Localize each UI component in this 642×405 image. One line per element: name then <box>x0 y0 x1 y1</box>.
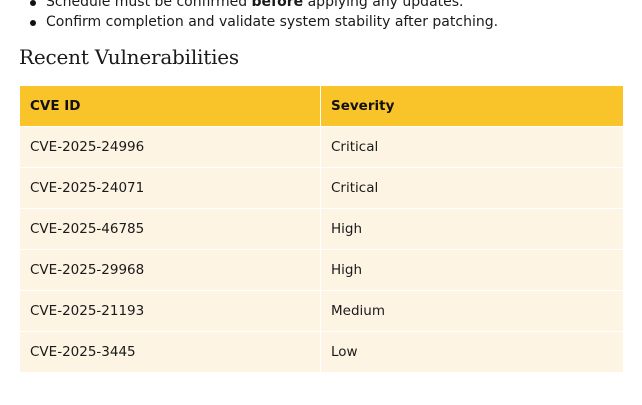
step-text-prefix: Schedule must be confirmed <box>46 0 252 10</box>
column-header-cve-id: CVE ID <box>20 86 321 127</box>
table-row: CVE-2025-24071 Critical <box>20 168 623 209</box>
severity-cell: Low <box>321 332 623 373</box>
step-text: Confirm completion and validate system s… <box>46 14 499 30</box>
cve-id-cell: CVE-2025-24071 <box>20 168 321 209</box>
list-item: Confirm completion and validate system s… <box>28 12 498 32</box>
severity-cell: High <box>321 209 623 250</box>
steps-list: Schedule must be confirmed before applyi… <box>28 0 498 32</box>
severity-cell: Medium <box>321 291 623 332</box>
cve-id-cell: CVE-2025-21193 <box>20 291 321 332</box>
table-row: CVE-2025-21193 Medium <box>20 291 623 332</box>
table-row: CVE-2025-29968 High <box>20 250 623 291</box>
bullet-icon <box>30 0 36 6</box>
cve-id-cell: CVE-2025-24996 <box>20 127 321 168</box>
list-item: Schedule must be confirmed before applyi… <box>28 0 498 12</box>
cve-id-cell: CVE-2025-29968 <box>20 250 321 291</box>
step-text-suffix: applying any updates. <box>303 0 464 10</box>
step-text-emphasis: before <box>251 0 304 10</box>
table-row: CVE-2025-24996 Critical <box>20 127 623 168</box>
severity-cell: Critical <box>321 168 623 209</box>
table-header-row: CVE ID Severity <box>20 86 623 127</box>
bullet-icon <box>30 20 36 26</box>
cve-id-cell: CVE-2025-46785 <box>20 209 321 250</box>
table-row: CVE-2025-46785 High <box>20 209 623 250</box>
column-header-severity: Severity <box>321 86 623 127</box>
vulnerabilities-table: CVE ID Severity CVE-2025-24996 Critical … <box>20 86 623 373</box>
cve-id-cell: CVE-2025-3445 <box>20 332 321 373</box>
severity-cell: High <box>321 250 623 291</box>
table-row: CVE-2025-3445 Low <box>20 332 623 373</box>
section-title: Recent Vulnerabilities <box>19 45 239 69</box>
severity-cell: Critical <box>321 127 623 168</box>
